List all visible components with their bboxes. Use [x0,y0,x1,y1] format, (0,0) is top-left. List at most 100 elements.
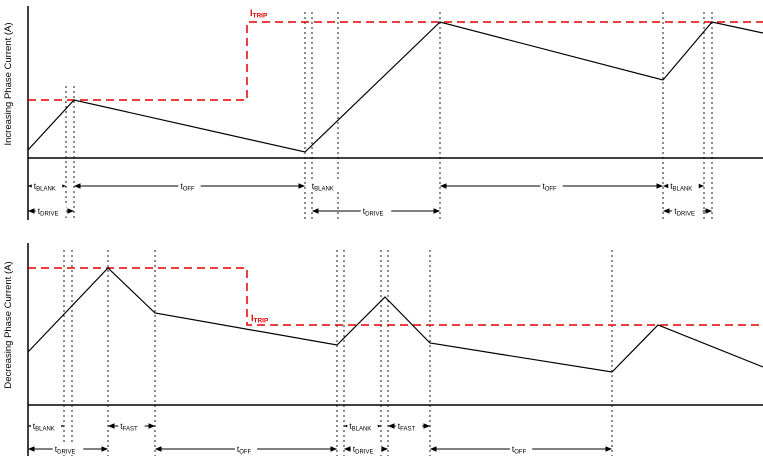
itrip-threshold-line [28,21,763,101]
dim-arrowhead-right [423,423,430,429]
y-axis-label-decreasing: Decreasing Phase Current (A) [3,261,14,388]
dim-label-bg [347,420,378,432]
label-subscript: DRIVE [677,212,695,218]
dim-label-bg [360,205,392,217]
dim-label: tDRIVE [353,444,374,456]
dim-label: tBLANK [34,181,56,193]
dim-arrowhead-right [298,183,305,189]
dim-label-bg [234,443,258,455]
label-base: t [363,206,366,216]
dim-label: tOFF [237,444,252,456]
dim-label: tDRIVE [674,206,695,218]
phase-current-waveform [27,21,763,153]
label-subscript: FAST [400,427,415,433]
dim-arrowhead-left [430,446,437,452]
dim-arrowhead-right [433,208,440,214]
dim-arrowhead-left [388,423,395,429]
dim-arrowhead-left [108,423,115,429]
label-base: t [353,444,356,454]
dim-arrowhead-left [663,208,670,214]
dim-label: tDRIVE [363,206,384,218]
label-subscript: OFF [239,450,251,456]
dim-arrowhead-left [440,183,447,189]
label-subscript: OFF [545,187,557,193]
dim-arrowhead-right [330,446,337,452]
label-base: t [34,181,37,191]
dim-label: tBLANK [670,181,692,193]
dim-arrowhead-left [344,446,351,452]
dim-label-bg [118,420,145,432]
dim-label: tDRIVE [38,206,59,218]
dim-label: tOFF [542,181,557,193]
dim-label-bg [35,205,67,217]
label-base: t [55,444,58,454]
dim-label-bg [30,420,62,432]
label-subscript: DRIVE [365,212,383,218]
label-subscript: DRIVE [355,450,373,456]
label-subscript: TRIP [253,13,268,20]
dim-arrowhead-right [148,423,155,429]
label-subscript: DRIVE [40,212,58,218]
dim-arrowhead-right [101,446,108,452]
dim-arrowhead-right [697,183,704,189]
dim-label: tOFF [180,181,195,193]
label-base: t [398,421,401,431]
dim-label-bg [52,443,84,455]
dim-arrowhead-right [67,208,74,214]
label-base: t [512,444,515,454]
dim-label-bg [509,443,533,455]
label-base: t [312,181,315,191]
dim-arrowhead-left [74,183,81,189]
label-base: t [33,421,36,431]
label-subscript: BLANK [673,187,693,193]
label-base: t [38,206,41,216]
dim-label: tBLANK [33,421,55,433]
label-subscript: BLANK [314,187,334,193]
dim-arrowhead-right [381,446,388,452]
dim-label-bg [395,420,423,432]
dim-label: tDRIVE [55,444,76,456]
dim-label-bg [309,180,341,192]
label-subscript: OFF [514,450,526,456]
dim-label-bg [668,180,699,192]
phase-current-waveform [27,267,763,373]
label-base: t [180,181,183,191]
dim-arrowhead-left [312,208,319,214]
label-base: t [542,181,545,191]
dim-label: tFAST [398,421,416,433]
label-subscript: FAST [123,427,138,433]
y-axis-label-increasing: Increasing Phase Current (A) [3,22,14,145]
label-subscript: TRIP [254,318,269,325]
dim-label-bg [672,205,703,217]
label-base: t [120,421,123,431]
label-base: t [670,181,673,191]
dim-label-bg [350,443,382,455]
dim-label-bg [178,180,201,192]
label-subscript: BLANK [36,187,56,193]
dim-label: tBLANK [349,421,371,433]
dim-arrowhead-right [605,446,612,452]
label-subscript: DRIVE [57,450,75,456]
itrip-label: ITRIP [250,8,268,20]
dim-label-bg [31,180,63,192]
label-base: I [251,313,254,323]
dim-arrowhead-left [155,446,162,452]
dim-arrowhead-left [663,183,670,189]
label-subscript: OFF [183,187,195,193]
dim-label-bg [540,180,563,192]
label-base: t [237,444,240,454]
label-base: t [674,206,677,216]
itrip-label: ITRIP [251,313,269,325]
dim-arrowhead-right [656,183,663,189]
label-base: t [349,421,352,431]
label-subscript: BLANK [352,427,372,433]
dim-arrowhead-right [705,208,712,214]
dim-arrowhead-left [28,208,35,214]
dim-label: tOFF [512,444,527,456]
label-base: I [250,8,253,18]
itrip-threshold-line [28,267,763,326]
